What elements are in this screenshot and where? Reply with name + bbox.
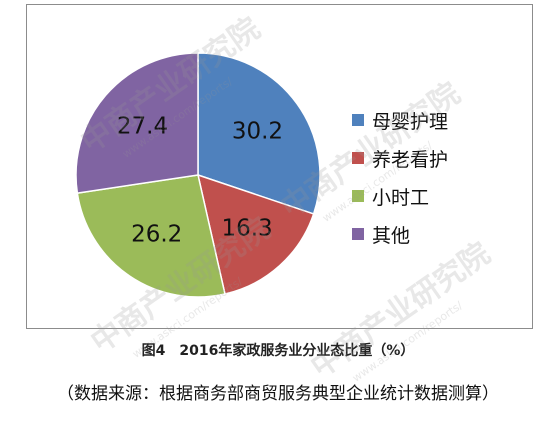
pie-chart	[75, 52, 321, 298]
chart-area: 30.2 16.3 26.2 27.4 母婴护理 养老看护 小时工 其他	[26, 4, 533, 329]
legend-label: 养老看护	[372, 148, 449, 171]
pie-slice	[75, 52, 199, 194]
slice-value-label: 16.3	[221, 215, 273, 242]
figure-caption: 图4 2016年家政服务业分业态比重（%）	[141, 343, 415, 359]
legend-item: 养老看护	[352, 139, 448, 177]
pie-slice	[197, 52, 321, 215]
legend-item: 其他	[352, 215, 448, 253]
legend-item: 小时工	[352, 177, 448, 215]
slice-value-label: 26.2	[131, 221, 183, 248]
legend-swatch	[352, 152, 364, 164]
legend-item: 母婴护理	[352, 101, 448, 139]
slice-value-label: 27.4	[116, 113, 169, 140]
legend-label: 母婴护理	[372, 110, 449, 133]
pie-slice	[76, 174, 226, 298]
legend: 母婴护理 养老看护 小时工 其他	[352, 101, 448, 253]
pie-slice	[196, 173, 315, 295]
legend-swatch	[352, 114, 364, 126]
data-source-note: （数据来源：根据商务部商贸服务典型企业统计数据测算）	[57, 384, 499, 404]
legend-swatch	[352, 190, 364, 202]
legend-swatch	[352, 228, 364, 240]
legend-label: 小时工	[372, 186, 430, 209]
slice-value-label: 30.2	[231, 118, 284, 145]
legend-label: 其他	[372, 224, 411, 247]
